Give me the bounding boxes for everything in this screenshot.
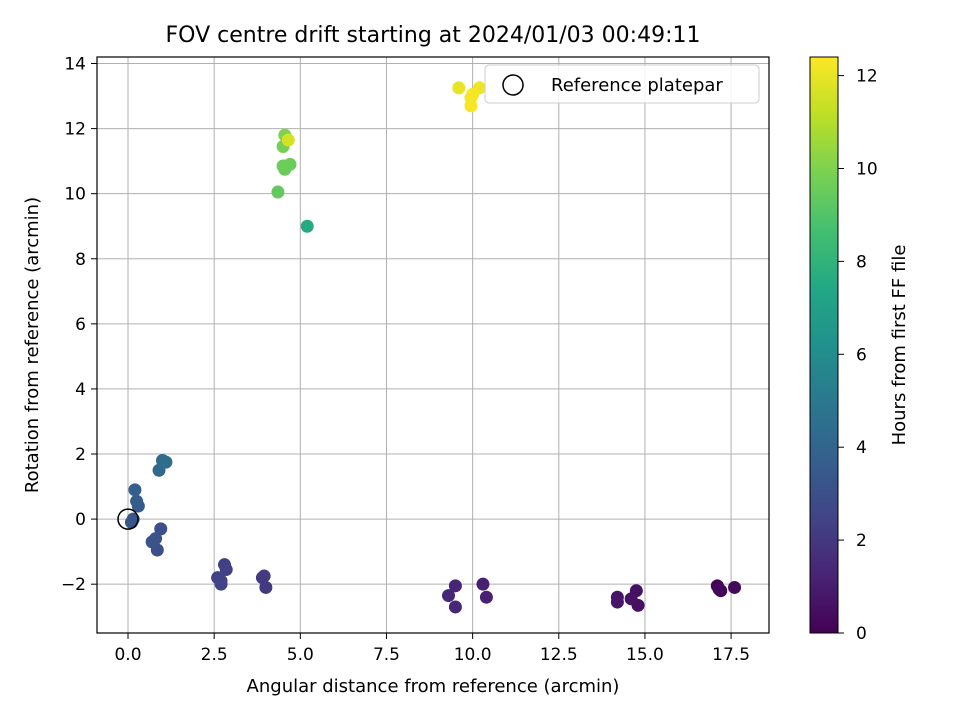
data-point: [128, 483, 142, 497]
x-tick-label: 15.0: [626, 645, 664, 665]
x-tick-label: 10.0: [454, 645, 492, 665]
colorbar-tick-label: 4: [856, 438, 867, 458]
data-point: [214, 577, 228, 591]
data-point: [271, 185, 285, 199]
y-tick-label: 12: [64, 120, 86, 140]
x-tick-label: 0.0: [114, 645, 141, 665]
y-tick-label: 2: [75, 445, 86, 465]
legend: Reference platepar: [484, 64, 760, 104]
data-point: [300, 219, 314, 233]
legend-reference-label: Reference platepar: [551, 75, 723, 96]
data-point: [448, 579, 462, 593]
colorbar-gradient: [809, 56, 839, 634]
colorbar-label: Hours from first FF file: [889, 245, 910, 446]
legend-box: [484, 64, 760, 104]
legend-reference-icon: [502, 74, 524, 96]
x-tick-label: 12.5: [540, 645, 578, 665]
reference-marker: [117, 508, 139, 530]
y-tick-label: −2: [61, 575, 86, 595]
colorbar-tick-label: 10: [856, 159, 878, 179]
y-tick-label: 6: [75, 315, 86, 335]
x-tick-label: 2.5: [201, 645, 228, 665]
y-tick-label: 8: [75, 250, 86, 270]
data-point: [159, 455, 173, 469]
data-point: [466, 87, 480, 101]
data-point: [130, 494, 144, 508]
colorbar-tick-label: 6: [856, 345, 867, 365]
data-point: [126, 512, 140, 526]
data-point: [149, 532, 163, 546]
y-tick-label: 10: [64, 185, 86, 205]
colorbar: 0 2 4 6 8 10 12 Hours from first FF file: [809, 56, 910, 644]
colorbar-tick-label: 12: [856, 67, 878, 87]
data-point: [610, 595, 624, 609]
data-point: [712, 582, 726, 596]
data-point: [476, 577, 490, 591]
colorbar-tick-label: 8: [856, 252, 867, 272]
data-point: [276, 159, 290, 173]
x-tick-label: 7.5: [373, 645, 400, 665]
grid-lines: [97, 57, 769, 633]
data-point: [154, 522, 168, 536]
chart-title: FOV centre drift starting at 2024/01/03 …: [166, 23, 701, 48]
data-point: [479, 590, 493, 604]
data-point: [259, 580, 273, 594]
data-point: [442, 589, 456, 603]
y-tick-label: 0: [75, 510, 86, 530]
data-point: [257, 569, 271, 583]
colorbar-tick-label: 2: [856, 531, 867, 551]
data-point: [219, 563, 233, 577]
data-point: [728, 580, 742, 594]
data-point: [452, 81, 466, 95]
y-tick-label: 4: [75, 380, 86, 400]
plot-frame: [96, 56, 770, 634]
colorbar-ticks: 0 2 4 6 8 10 12: [838, 67, 878, 644]
y-tick-label: 14: [64, 55, 86, 75]
colorbar-tick-label: 0: [856, 624, 867, 644]
data-point: [448, 600, 462, 614]
x-tick-label: 5.0: [287, 645, 314, 665]
data-point: [464, 99, 478, 113]
y-axis-ticks: −2 0 2 4 6 8 10 12 14: [61, 55, 97, 595]
x-axis-ticks: 0.0 2.5 5.0 7.5 10.0 12.5 15.0 17.5: [114, 633, 750, 665]
y-axis-label: Rotation from reference (arcmin): [22, 197, 43, 493]
data-point: [281, 133, 295, 147]
x-tick-label: 17.5: [712, 645, 750, 665]
data-point: [624, 592, 638, 606]
data-points: [124, 81, 742, 614]
x-axis-label: Angular distance from reference (arcmin): [247, 676, 620, 697]
